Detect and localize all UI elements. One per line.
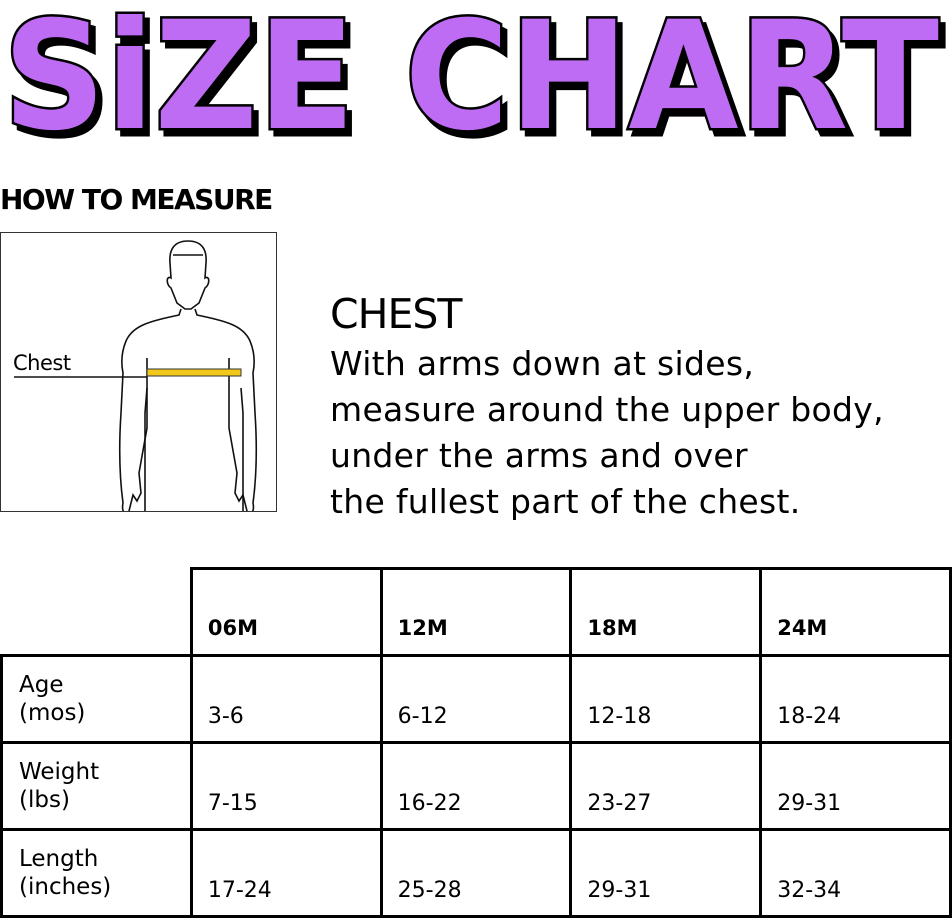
table-cell: 6-12 bbox=[379, 654, 573, 744]
row-label-unit: (inches) bbox=[19, 874, 112, 900]
table-cell: 29-31 bbox=[569, 828, 763, 918]
table-row: Weight (lbs) 7-15 16-22 23-27 29-31 bbox=[0, 741, 952, 831]
table-row: Length (inches) 17-24 25-28 29-31 32-34 bbox=[0, 828, 952, 918]
chest-heading: CHEST bbox=[330, 290, 462, 338]
row-label-line: Age bbox=[19, 672, 64, 698]
table-cell: 7-15 bbox=[189, 741, 383, 831]
row-label-unit: (mos) bbox=[19, 700, 86, 726]
size-header: 06M bbox=[189, 567, 383, 657]
description-line: under the arms and over bbox=[330, 436, 748, 475]
description-line: With arms down at sides, bbox=[330, 344, 755, 383]
table-row: Age (mos) 3-6 6-12 12-18 18-24 bbox=[0, 654, 952, 744]
row-label-line: Length bbox=[19, 846, 99, 872]
size-table: 06M 12M 18M 24M Age (mos) 3-6 6-12 12-18 … bbox=[0, 567, 952, 918]
size-header: 12M bbox=[379, 567, 573, 657]
empty-corner-cell bbox=[1, 568, 193, 657]
row-label-line: Weight bbox=[19, 759, 100, 785]
measuring-tape bbox=[146, 368, 242, 377]
size-chart-title: SiZE CHART bbox=[1, 0, 942, 150]
row-label-unit: (lbs) bbox=[19, 787, 70, 813]
size-header: 18M bbox=[569, 567, 763, 657]
description-line: the fullest part of the chest. bbox=[330, 482, 801, 521]
table-cell: 17-24 bbox=[189, 828, 383, 918]
title-text: SiZE CHART bbox=[3, 0, 939, 150]
how-to-measure-heading: HOW TO MEASURE bbox=[0, 183, 273, 216]
size-header: 24M bbox=[759, 567, 952, 657]
table-cell: 18-24 bbox=[759, 654, 952, 744]
chest-description: With arms down at sides, measure around … bbox=[330, 341, 884, 525]
description-line: measure around the upper body, bbox=[330, 390, 884, 429]
table-cell: 16-22 bbox=[379, 741, 573, 831]
table-cell: 25-28 bbox=[379, 828, 573, 918]
chest-label: Chest bbox=[13, 351, 71, 375]
row-label: Weight (lbs) bbox=[0, 741, 193, 831]
row-label: Length (inches) bbox=[0, 828, 193, 918]
table-header-row: 06M 12M 18M 24M bbox=[1, 567, 952, 657]
table-cell: 29-31 bbox=[759, 741, 952, 831]
row-label: Age (mos) bbox=[0, 654, 193, 744]
table-cell: 12-18 bbox=[569, 654, 763, 744]
table-cell: 23-27 bbox=[569, 741, 763, 831]
table-cell: 32-34 bbox=[759, 828, 952, 918]
table-cell: 3-6 bbox=[189, 654, 383, 744]
